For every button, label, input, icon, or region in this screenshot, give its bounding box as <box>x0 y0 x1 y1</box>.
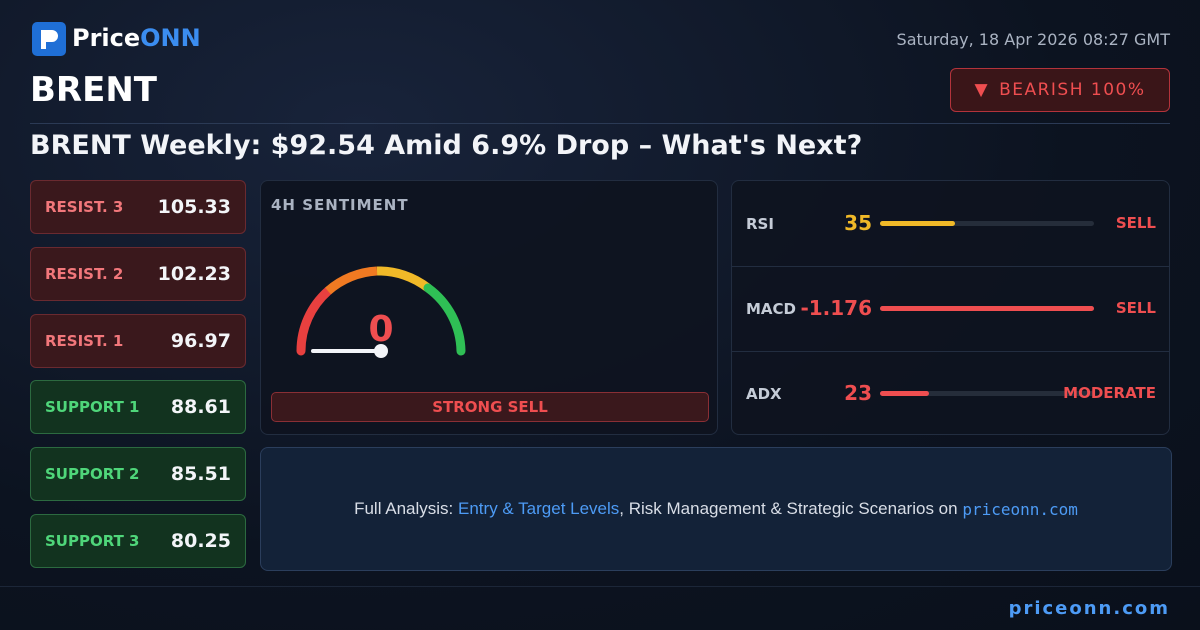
indicator-track <box>880 306 1094 311</box>
indicator-signal: SELL <box>1115 214 1156 232</box>
symbol: BRENT <box>30 70 157 110</box>
gauge-hub <box>374 344 388 358</box>
gauge-arc <box>376 266 431 292</box>
level-label: RESIST. 1 <box>45 331 124 350</box>
indicator-value: 35 <box>844 211 872 235</box>
indicator-name: RSI <box>746 215 774 233</box>
divider <box>0 586 1200 587</box>
indicator-row: RSI 35 SELL <box>732 181 1169 267</box>
logo-icon <box>32 22 66 56</box>
level-label: SUPPORT 3 <box>45 532 140 550</box>
gauge-value: 0 <box>368 309 393 350</box>
level-card: RESIST. 2 102.23 <box>30 246 246 301</box>
down-icon: ▼ <box>974 80 990 100</box>
level-card: RESIST. 1 96.97 <box>30 313 246 368</box>
level-card: RESIST. 3 105.33 <box>30 180 246 234</box>
cta-site[interactable]: priceonn.com <box>962 499 1078 519</box>
footer-site[interactable]: priceonn.com <box>1008 598 1170 619</box>
level-label: RESIST. 3 <box>45 198 124 216</box>
divider <box>30 123 1170 124</box>
indicator-bar <box>880 391 930 396</box>
level-value: 105.33 <box>157 196 231 218</box>
sentiment-label: STRONG SELL <box>271 392 709 422</box>
level-label: SUPPORT 2 <box>45 465 140 484</box>
level-value: 80.25 <box>170 530 231 552</box>
cta[interactable]: Full Analysis: Entry & Target Levels, Ri… <box>260 447 1172 571</box>
gauge-arc <box>296 286 333 356</box>
cta-text: , Risk Management & Strategic Scenarios … <box>619 499 958 518</box>
indicator-panel: RSI 35 SELL MACD -1.176 SELL ADX 23 MODERATE <box>731 180 1170 435</box>
indicator-signal: SELL <box>1115 299 1156 317</box>
cta-link[interactable]: Entry & Target Levels <box>458 499 620 518</box>
level-card: SUPPORT 2 85.51 <box>30 447 246 502</box>
brand: PriceONN <box>72 24 201 52</box>
sentiment-title: 4H SENTIMENT <box>271 196 409 214</box>
level-label: SUPPORT 1 <box>45 398 140 417</box>
brand-part: ONN <box>140 24 201 52</box>
indicator-bar <box>880 221 955 226</box>
sentiment-badge: ▼ BEARISH 100% <box>950 68 1170 112</box>
level-label: RESIST. 2 <box>45 264 124 283</box>
indicator-value: -1.176 <box>800 296 872 320</box>
indicator-row: ADX 23 MODERATE <box>732 351 1169 434</box>
level-value: 102.23 <box>157 262 231 285</box>
indicator-name: ADX <box>746 385 782 403</box>
level-value: 96.97 <box>170 329 231 352</box>
gauge: 0 <box>296 266 466 358</box>
gauge-arc <box>423 283 466 356</box>
level-card: SUPPORT 3 80.25 <box>30 514 246 568</box>
sentiment-panel: 4H SENTIMENT 0 STRONG SELL <box>260 180 718 435</box>
indicator-track <box>880 391 1094 396</box>
brand-part: Price <box>72 24 141 52</box>
headline: BRENT Weekly: $92.54 Amid 6.9% Drop – Wh… <box>30 130 863 161</box>
level-value: 85.51 <box>170 463 231 486</box>
gauge-arc <box>325 266 378 295</box>
indicator-signal: MODERATE <box>1063 384 1156 402</box>
indicator-name: MACD <box>746 300 796 318</box>
date: Saturday, 18 Apr 2026 08:27 GMT <box>896 30 1170 49</box>
cta-text: Full Analysis: <box>354 499 454 518</box>
level-card: SUPPORT 1 88.61 <box>30 380 246 435</box>
indicator-value: 23 <box>844 381 872 405</box>
indicator-bar <box>880 306 1094 311</box>
badge-text: BEARISH 100% <box>999 80 1146 100</box>
level-value: 88.61 <box>170 396 231 419</box>
indicator-row: MACD -1.176 SELL <box>732 266 1169 352</box>
indicator-track <box>880 221 1094 226</box>
